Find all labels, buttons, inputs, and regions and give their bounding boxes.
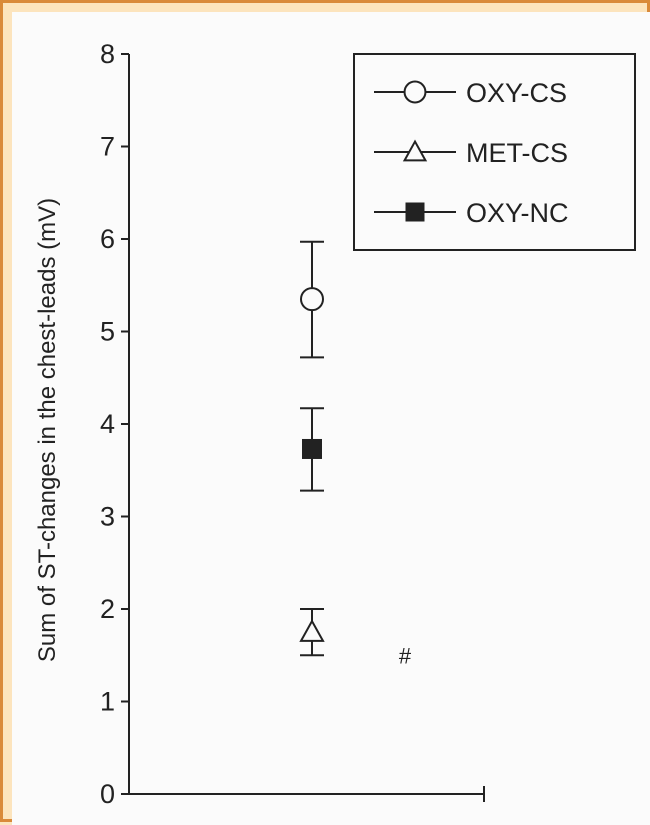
y-tick-label: 8: [100, 39, 115, 69]
legend-label: OXY-CS: [466, 78, 567, 108]
legend: OXY-CS MET-CS OXY-NC: [353, 53, 636, 251]
y-tick-label: 1: [100, 687, 115, 717]
series-met-cs: [299, 608, 325, 657]
y-tick-label: 6: [100, 224, 115, 254]
legend-marker: [403, 80, 427, 104]
legend-entry-met-cs: MET-CS: [374, 138, 568, 168]
y-tick-label: 4: [100, 409, 115, 439]
legend-marker: [405, 202, 425, 222]
legend-entry-oxy-nc: OXY-NC: [374, 198, 569, 228]
y-tick-label: 7: [100, 132, 115, 162]
y-tick-label: 5: [100, 317, 115, 347]
legend-label: MET-CS: [466, 138, 568, 168]
significance-annotation: #: [399, 643, 412, 668]
series-oxy-cs: [300, 240, 324, 359]
legend-marker: [402, 139, 428, 162]
st-changes-chart: 0 1 2 3 4 5 6 7 8 Sum of ST-changes in the chest…: [34, 39, 636, 809]
data-point-marker: [300, 287, 324, 312]
y-ticks: 0 1 2 3 4 5 6 7 8: [100, 39, 129, 809]
data-points: [299, 240, 325, 657]
y-tick-label: 3: [100, 502, 115, 532]
legend-entry-oxy-cs: OXY-CS: [374, 78, 567, 108]
y-axis-label: Sum of ST-changes in the chest-leads (mV…: [34, 198, 61, 662]
y-tick-label: 0: [100, 779, 115, 809]
data-point-marker: [302, 438, 322, 459]
legend-label: OXY-NC: [466, 198, 569, 228]
y-tick-label: 2: [100, 594, 115, 624]
figure-panel: 0 1 2 3 4 5 6 7 8 Sum of ST-changes in the chest…: [12, 12, 650, 825]
data-point-marker: [299, 619, 325, 642]
series-oxy-nc: [300, 407, 324, 492]
annotations: #: [399, 643, 412, 668]
